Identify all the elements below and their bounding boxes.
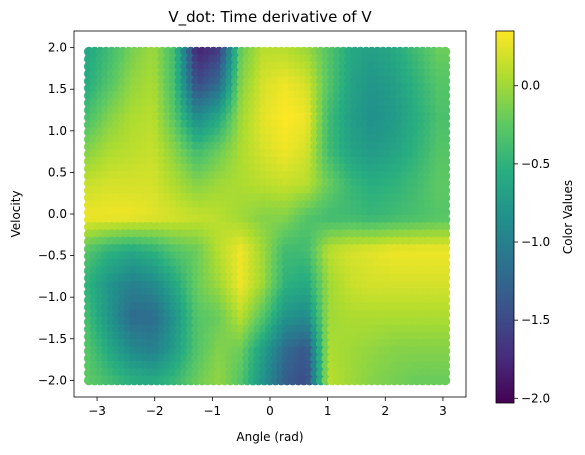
scatter-point (440, 83, 451, 94)
scatter-point (440, 214, 451, 225)
scatter-point (440, 200, 451, 211)
scatter-point (440, 185, 451, 196)
colorbar-tick-label: −1.0 (521, 235, 550, 249)
scatter-point (440, 309, 451, 320)
scatter-point (440, 90, 451, 101)
scatter-point (440, 112, 451, 123)
y-axis-label: Velocity (9, 190, 23, 237)
x-tick-label: 0 (266, 404, 274, 418)
scatter-point (440, 149, 451, 160)
scatter-point (440, 295, 451, 306)
scatter-point (440, 163, 451, 174)
x-tick-label: 1 (324, 404, 332, 418)
scatter-point (440, 222, 451, 233)
x-tick-label: −3 (88, 404, 106, 418)
scatter-point (440, 302, 451, 313)
scatter-point (440, 258, 451, 269)
x-tick-label: 2 (381, 404, 389, 418)
scatter-point (440, 229, 451, 240)
y-tick-label: −0.5 (38, 249, 67, 263)
y-tick-label: −1.5 (38, 332, 67, 346)
x-tick-label: 3 (439, 404, 447, 418)
y-tick-label: 2.0 (48, 41, 67, 55)
scatter-point (440, 316, 451, 327)
scatter-point (440, 97, 451, 108)
scatter-points (83, 46, 451, 386)
scatter-point (440, 61, 451, 72)
scatter-point (440, 346, 451, 357)
colorbar-tick-label: 0.0 (521, 79, 540, 93)
scatter-point (440, 68, 451, 79)
colorbar-tick-label: −2.0 (521, 391, 550, 405)
colorbar-label: Color Values (561, 180, 575, 254)
scatter-point (440, 251, 451, 262)
x-tick-label: −2 (146, 404, 164, 418)
y-tick-label: 0.5 (48, 165, 67, 179)
x-axis-label: Angle (rad) (236, 430, 303, 444)
x-tick-label: −1 (204, 404, 222, 418)
y-tick-label: −1.0 (38, 290, 67, 304)
scatter-point (440, 280, 451, 291)
scatter-point (440, 127, 451, 138)
scatter-point (440, 119, 451, 130)
scatter-point (440, 324, 451, 335)
scatter-point (440, 265, 451, 276)
colorbar-tick-label: −0.5 (521, 157, 550, 171)
scatter-point (440, 331, 451, 342)
scatter-point (440, 353, 451, 364)
y-axis-ticks: −2.0 −1.5 −1.0 −0.5 0.0 0.5 1.0 1.5 2.0 (38, 41, 74, 387)
scatter-point (440, 134, 451, 145)
scatter-point (440, 192, 451, 203)
scatter-point (440, 273, 451, 284)
colorbar-tick-label: −1.5 (521, 313, 550, 327)
scatter-point (440, 46, 451, 57)
scatter-point (440, 368, 451, 379)
scatter-point (440, 156, 451, 167)
scatter-point (440, 243, 451, 254)
scatter-point (440, 141, 451, 152)
scatter-point (440, 178, 451, 189)
scatter-point (440, 76, 451, 86)
y-tick-label: 0.0 (48, 207, 67, 221)
scatter-point (440, 338, 451, 349)
scatter-point (440, 54, 451, 65)
colorbar-ticks: 0.0 −0.5 −1.0 −1.5 −2.0 (514, 79, 550, 405)
y-tick-label: 1.5 (48, 82, 67, 96)
scatter-point (440, 105, 451, 116)
colorbar (495, 30, 515, 404)
scatter-point (440, 287, 451, 298)
y-tick-label: 1.0 (48, 124, 67, 138)
scatter-point (440, 360, 451, 371)
scatter-point (440, 207, 451, 218)
chart-title: V_dot: Time derivative of V (168, 8, 372, 27)
x-axis-ticks: −3 −2 −1 0 1 2 3 (88, 397, 447, 418)
scatter-point (440, 375, 451, 386)
y-tick-label: −2.0 (38, 373, 67, 387)
scatter-point (440, 170, 451, 181)
scatter-point (440, 236, 451, 247)
